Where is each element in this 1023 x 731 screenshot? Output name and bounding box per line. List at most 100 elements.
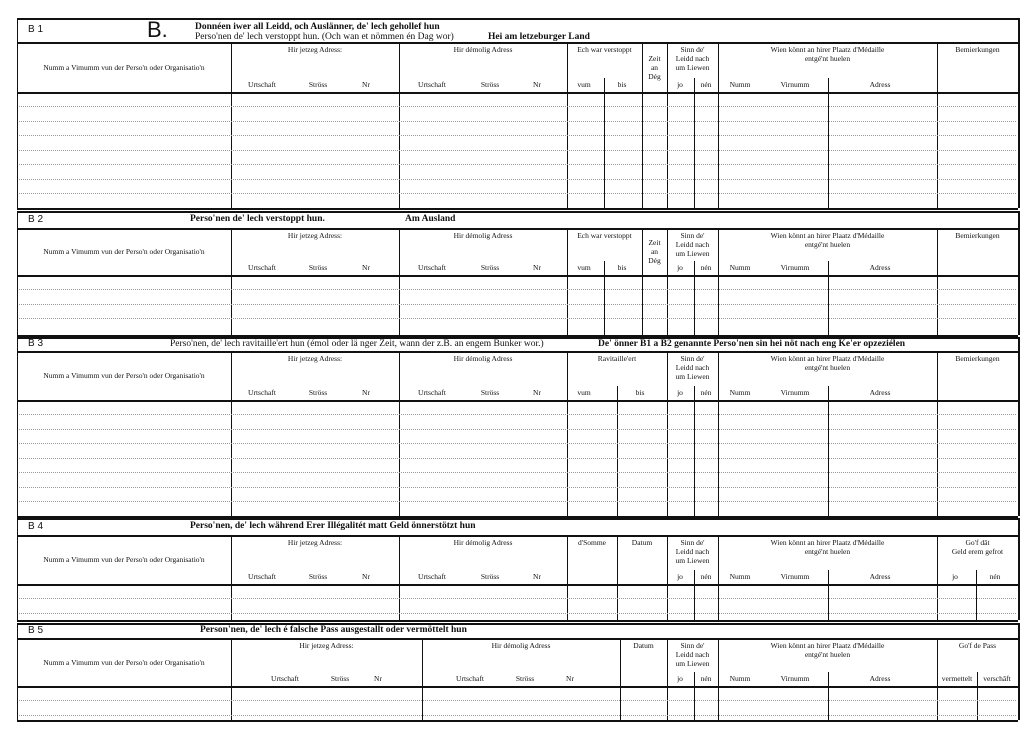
subcolumn-header: Nr: [533, 388, 541, 397]
column-header: Bemierkungen: [955, 354, 1000, 363]
column-divider: [567, 228, 569, 335]
subcolumn-header: nén: [700, 263, 712, 272]
subcolumn-header: Virnumm: [780, 572, 810, 581]
entry-row-line: [19, 106, 1016, 107]
column-header: Bemierkungen: [955, 45, 1000, 54]
entry-row-line: [19, 178, 1016, 180]
subcolumn-header: Adress: [869, 572, 891, 581]
column-divider: [667, 638, 669, 720]
column-header: Datum: [633, 641, 654, 650]
section-header-divider: [17, 228, 1018, 230]
section-title: Person'nen, de' lech é falsche Pass ausg…: [200, 625, 467, 635]
section-header-divider: [17, 638, 1018, 640]
subcolumn-header: Urtschaft: [248, 572, 276, 581]
subcolumn-header: Numm: [729, 80, 751, 89]
column-divider: [642, 228, 644, 335]
section-title: Perso'nen, de' lech ravitaille'ert hun (…: [170, 339, 544, 349]
subcolumn-divider: [828, 261, 830, 335]
subcolumn-header: vermettelt: [941, 674, 973, 683]
subcolumn-header: Ströss: [480, 263, 500, 272]
column-header-divider: [17, 275, 1018, 277]
subcolumn-divider: [604, 78, 606, 208]
section-top-border: [17, 518, 1018, 520]
subcolumn-header: jo: [677, 80, 683, 89]
column-header: Sinn de' Leidd nach um Liewen: [675, 641, 710, 668]
column-header: Numm a Vimumm vun der Perso'n oder Organ…: [43, 247, 205, 256]
entry-row-line: [19, 135, 1016, 136]
column-header: Zeit an Dég: [648, 238, 661, 265]
subcolumn-divider: [694, 672, 696, 720]
subcolumn-header: Urtschaft: [248, 80, 276, 89]
subcolumn-header: Nr: [533, 80, 541, 89]
section-bottom-border: [17, 720, 1018, 722]
section-id: B 1: [28, 24, 44, 35]
subcolumn-header: Nr: [362, 388, 370, 397]
column-header-divider: [17, 584, 1018, 586]
column-divider: [231, 42, 233, 208]
column-divider: [937, 42, 939, 208]
section-top-border: [17, 211, 1018, 213]
entry-row-line: [19, 501, 1016, 502]
section-top-border: [17, 623, 1018, 625]
subcolumn-header: nén: [700, 80, 712, 89]
section-title: Perso'nen, de' lech während Erer Illégal…: [190, 521, 476, 531]
entry-row-line: [19, 303, 1016, 305]
entry-row-line: [19, 414, 1016, 415]
subcolumn-header: Numm: [729, 572, 751, 581]
section-right-border: [1018, 518, 1020, 620]
subcolumn-divider: [694, 570, 696, 620]
section-left-border: [17, 211, 19, 335]
section-title: Donnéen iwer all Leidd, och Auslänner, d…: [195, 22, 440, 32]
column-header: Hir jetzeg Adress:: [287, 45, 343, 54]
column-divider: [231, 351, 233, 516]
column-header: Go'f dât Geld erem gefrot: [951, 538, 1004, 556]
subcolumn-header: Virnumm: [780, 263, 810, 272]
subcolumn-header: Ströss: [480, 80, 500, 89]
column-header-divider: [17, 400, 1018, 402]
column-divider: [718, 535, 720, 620]
column-header: Hir jetzeg Adress:: [287, 538, 343, 547]
section-right-border: [1018, 211, 1020, 335]
column-header: Hir démolig Adress: [453, 354, 513, 363]
section-right-border: [1018, 337, 1020, 516]
section-title: Perso'nen de' lech verstoppt hun.: [190, 214, 325, 224]
column-divider: [231, 638, 233, 720]
column-header: Wien könnt an hirer Plaatz d'Médaille en…: [770, 231, 885, 249]
subcolumn-header: Virnumm: [780, 80, 810, 89]
column-header: Sinn de' Leidd nach um Liewen: [675, 45, 710, 72]
section-top-border: [17, 337, 1018, 339]
entry-row-line: [19, 193, 1016, 194]
column-divider: [399, 228, 401, 335]
column-divider: [718, 228, 720, 335]
subcolumn-divider: [977, 672, 979, 720]
subcolumn-header: Numm: [729, 388, 751, 397]
column-header: Bemierkungen: [955, 231, 1000, 240]
subcolumn-header: Urtschaft: [248, 388, 276, 397]
column-divider: [567, 351, 569, 516]
section-title: Hei am letzeburger Land: [488, 32, 590, 42]
column-header: Hir démolig Adress: [491, 641, 551, 650]
entry-row-line: [19, 289, 1016, 290]
column-divider: [231, 535, 233, 620]
entry-row-line: [19, 486, 1016, 488]
column-divider: [667, 228, 669, 335]
section-id: B 3: [28, 338, 44, 349]
section-bottom-border: [17, 335, 1018, 337]
column-header: Ravitaille'ert: [597, 354, 637, 363]
column-divider: [718, 42, 720, 208]
section-title: Perso'nen de' lech verstoppt hun. (Och w…: [195, 32, 454, 42]
column-divider: [567, 535, 569, 620]
section-left-border: [17, 518, 19, 620]
column-divider: [937, 535, 939, 620]
column-header: d'Somme: [577, 538, 607, 547]
subcolumn-header: nén: [989, 572, 1001, 581]
subcolumn-header: Nr: [533, 572, 541, 581]
subcolumn-header: Urtschaft: [418, 263, 446, 272]
subcolumn-header: vum: [577, 388, 591, 397]
column-header: Sinn de' Leidd nach um Liewen: [675, 231, 710, 258]
subcolumn-header: vum: [577, 263, 591, 272]
column-header: Hir jetzeg Adress:: [299, 641, 354, 650]
subcolumn-header: Adress: [869, 388, 891, 397]
subcolumn-divider: [976, 570, 978, 620]
entry-row-line: [19, 612, 1016, 614]
